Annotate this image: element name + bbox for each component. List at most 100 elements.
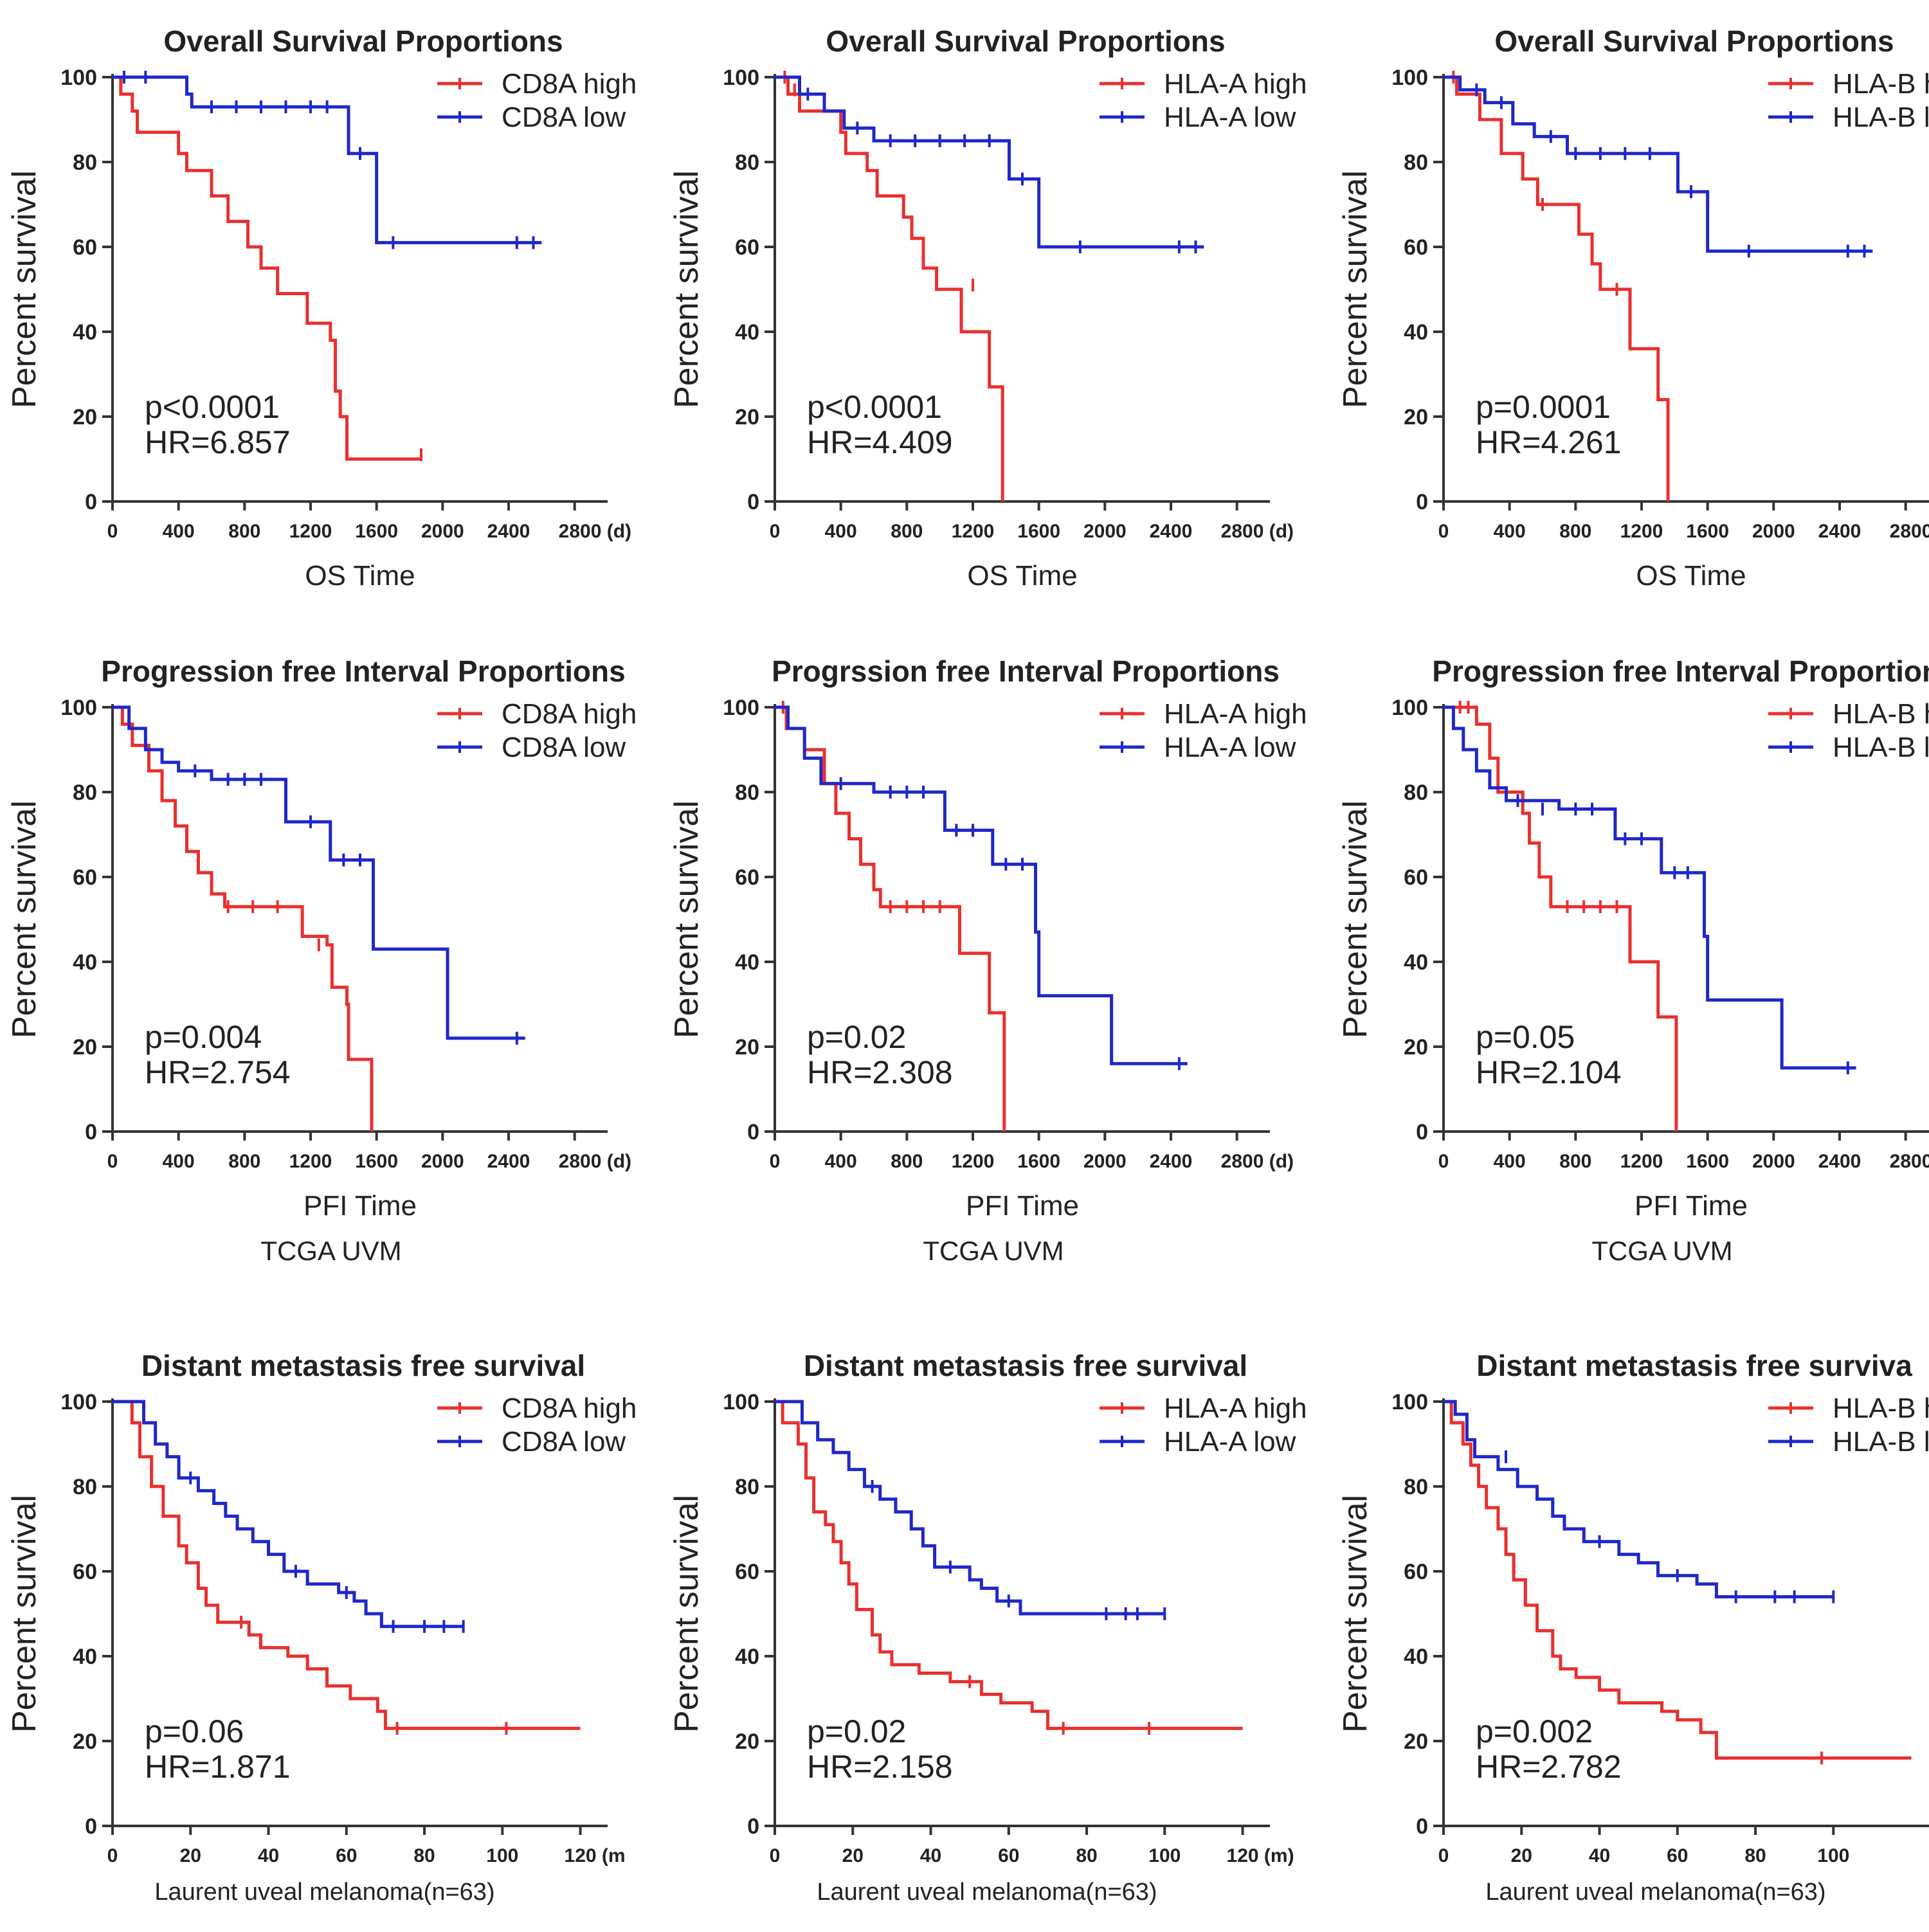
x-tick-label: 2800 (d)	[1890, 1151, 1929, 1172]
legend-label-high: HLA-A high	[1164, 1393, 1307, 1424]
x-axis-title: OS Time	[305, 560, 415, 591]
x-tick-label: 400	[825, 1151, 857, 1172]
x-tick-label: 2000	[1752, 1151, 1795, 1172]
legend-label-low: HLA-B low	[1833, 1426, 1929, 1458]
y-axis-title: Percent survival	[668, 800, 705, 1038]
x-axis-title: PFI Time	[303, 1190, 417, 1222]
x-tick-label: 2400	[1150, 521, 1193, 542]
x-tick-label: 80	[1744, 1845, 1766, 1866]
p-value-label: p=0.06	[145, 1713, 244, 1749]
x-tick-label: 80	[1076, 1845, 1097, 1866]
x-tick-label: 1600	[355, 521, 398, 542]
hazard-ratio-label: HR=2.104	[1476, 1054, 1622, 1090]
x-tick-label: 40	[258, 1845, 279, 1866]
y-tick-label: 100	[723, 696, 759, 720]
legend-label-high: CD8A high	[502, 1393, 637, 1424]
y-axis-title: Percent survival	[1337, 170, 1374, 408]
x-tick-label: 0	[770, 521, 781, 542]
km-curve-low	[775, 75, 1204, 249]
x-tick-label: 800	[228, 521, 260, 542]
km-curve-high	[113, 705, 374, 1132]
km-curve-low	[113, 705, 525, 1040]
x-tick-label: 400	[1494, 1151, 1526, 1172]
p-value-label: p=0.02	[807, 1019, 906, 1055]
y-axis-title: Percent survival	[668, 1495, 705, 1733]
x-tick-label: 0	[770, 1845, 781, 1866]
km-panel-4: Progression free Interval Proportions 0 20…	[6, 655, 637, 1266]
x-tick-label: 0	[107, 521, 118, 542]
legend-label-high: HLA-A high	[1164, 698, 1307, 730]
km-panel-9: Distant metastasis free surviva 0 20 40 60 80…	[1337, 1349, 1929, 1906]
km-panel-6: Progression free Interval Proportions 0 20…	[1337, 655, 1929, 1266]
y-tick-label: 80	[735, 150, 759, 175]
km-panel-3: Overall Survival Proportions 0 20 40 60 80 100…	[1337, 24, 1929, 591]
legend-label-high: HLA-B high	[1833, 698, 1929, 730]
y-tick-label: 20	[1404, 1035, 1428, 1060]
km-curve-high	[1444, 1400, 1912, 1760]
legend-label-high: HLA-B high	[1833, 68, 1929, 100]
y-tick-label: 80	[73, 781, 97, 805]
y-tick-label: 60	[1404, 235, 1428, 260]
p-value-label: p=0.002	[1476, 1713, 1593, 1749]
x-tick-label: 1200	[1620, 1151, 1663, 1172]
y-tick-label: 100	[723, 1390, 759, 1414]
dataset-caption: TCGA UVM	[923, 1236, 1064, 1266]
x-tick-label: 1200	[1620, 521, 1663, 542]
legend-label-high: HLA-B high	[1833, 1393, 1929, 1424]
y-tick-label: 100	[60, 1390, 97, 1414]
km-panel-1: Overall Survival Proportions 0 20 40 60 80 100…	[6, 24, 637, 591]
km-curve-high	[775, 705, 1006, 1132]
panel-title: Overall Survival Proportions	[163, 24, 563, 58]
x-tick-label: 800	[1559, 521, 1591, 542]
y-tick-label: 0	[85, 1120, 97, 1144]
panel-title: Distant metastasis free survival	[804, 1349, 1247, 1382]
x-tick-label: 40	[1589, 1845, 1610, 1866]
x-tick-label: 2800 (d)	[559, 1151, 631, 1172]
x-tick-label: 2800 (d)	[559, 521, 631, 542]
y-tick-label: 0	[85, 490, 97, 514]
x-tick-label: 80	[413, 1845, 435, 1866]
p-value-label: p=0.004	[145, 1019, 262, 1055]
hazard-ratio-label: HR=2.754	[145, 1054, 291, 1090]
y-tick-label: 80	[735, 781, 759, 805]
y-axis-title: Percent survival	[6, 170, 43, 408]
km-curve-low	[1444, 1400, 1834, 1599]
legend-label-low: HLA-A low	[1164, 102, 1296, 133]
km-curve-high	[775, 1400, 1243, 1730]
y-tick-label: 20	[73, 1729, 97, 1754]
y-tick-label: 100	[60, 66, 97, 90]
km-curve-high	[113, 1400, 581, 1730]
panel-title: Progrssion free Interval Proportions	[772, 655, 1280, 688]
x-axis-title: PFI Time	[1635, 1190, 1748, 1222]
y-tick-label: 40	[1404, 950, 1428, 975]
x-tick-label: 120 (m)	[1227, 1845, 1294, 1866]
panel-title: Progression free Interval Proportions	[101, 655, 625, 688]
y-tick-label: 20	[1404, 1729, 1428, 1754]
y-tick-label: 60	[1404, 865, 1428, 890]
dataset-caption: Laurent uveal melanoma(n=63)	[154, 1879, 494, 1906]
y-tick-label: 80	[1404, 781, 1428, 805]
y-tick-label: 60	[735, 235, 759, 260]
x-tick-label: 800	[1559, 1151, 1591, 1172]
x-tick-label: 1200	[289, 1151, 332, 1172]
y-tick-label: 100	[1391, 66, 1428, 90]
km-panel-7: Distant metastasis free survival 0 20 40 60 8…	[6, 1349, 637, 1906]
x-tick-label: 1600	[355, 1151, 398, 1172]
x-tick-label: 0	[1438, 521, 1449, 542]
y-axis-title: Percent survival	[1337, 1495, 1374, 1733]
km-curve-high	[1444, 705, 1678, 1132]
legend-label-high: HLA-A high	[1164, 68, 1307, 100]
x-tick-label: 60	[998, 1845, 1019, 1866]
dataset-caption: Laurent uveal melanoma(n=63)	[817, 1879, 1157, 1906]
km-panel-5: Progrssion free Interval Proportions 0 20 4…	[668, 655, 1307, 1266]
y-axis-title: Percent survival	[6, 800, 43, 1038]
dataset-caption: TCGA UVM	[1591, 1236, 1732, 1266]
x-tick-label: 2000	[1083, 521, 1127, 542]
x-tick-label: 1200	[952, 521, 995, 542]
km-panel-2: Overall Survival Proportions 0 20 40 60 80 100…	[668, 24, 1307, 591]
x-tick-label: 2400	[1818, 1151, 1861, 1172]
x-tick-label: 2800 (d)	[1890, 521, 1929, 542]
y-tick-label: 60	[1404, 1560, 1428, 1584]
